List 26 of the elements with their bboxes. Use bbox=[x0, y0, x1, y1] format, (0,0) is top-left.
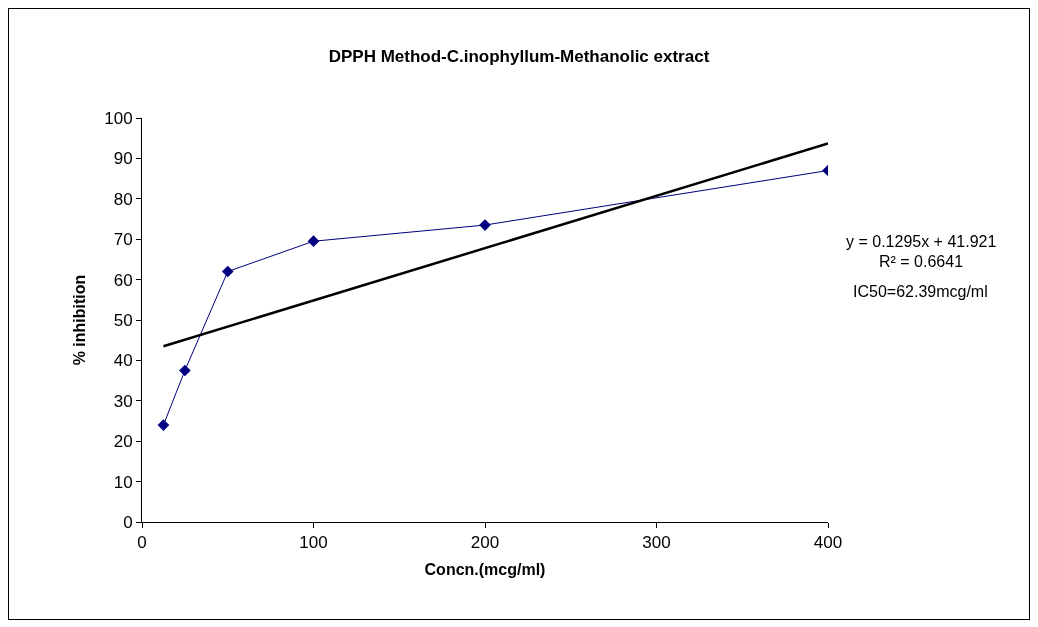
x-tick-label: 300 bbox=[642, 533, 671, 553]
text: R² = 0.6641 bbox=[879, 253, 964, 270]
point bbox=[179, 364, 191, 377]
y-tick-label: 20 bbox=[113, 432, 133, 452]
point bbox=[307, 235, 320, 248]
y-tick-label: 30 bbox=[113, 391, 133, 411]
x-tick-label: 400 bbox=[813, 533, 843, 553]
x-axis-title: Concn.(mcg/ml) bbox=[424, 561, 546, 579]
y-tick-label: 0 bbox=[123, 512, 133, 532]
text: y = 0.1295x + 41.921 bbox=[846, 233, 997, 250]
y-tick-label: 60 bbox=[113, 270, 133, 290]
chart-title: DPPH Method-C.inophyllum-Methanolic extract bbox=[328, 47, 710, 67]
y-tick-label: 90 bbox=[113, 149, 133, 169]
x-tick-label: 200 bbox=[470, 533, 500, 553]
y-tick-label: 70 bbox=[113, 230, 133, 250]
y-axis-title: % inhibition bbox=[71, 274, 89, 366]
y-tick-label: 40 bbox=[113, 351, 133, 371]
text: IC50=62.39mcg/ml bbox=[853, 283, 988, 300]
point bbox=[221, 265, 234, 278]
y-tick-label: 80 bbox=[113, 189, 133, 209]
y-tick-label: 100 bbox=[104, 108, 133, 128]
y-tick-label: 10 bbox=[113, 472, 133, 492]
x-tick-label: 100 bbox=[299, 533, 328, 553]
y-tick-label: 50 bbox=[113, 310, 133, 330]
x-tick-label: 0 bbox=[137, 533, 147, 553]
point bbox=[157, 419, 170, 431]
